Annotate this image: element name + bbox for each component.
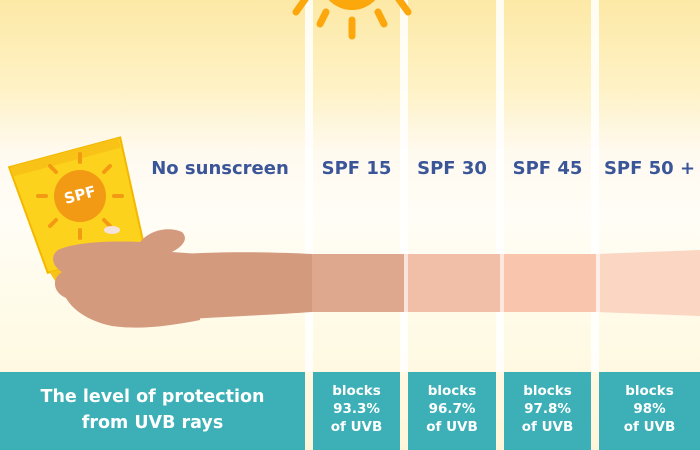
level-line1: blocks <box>427 383 477 399</box>
arm-skin-spf50 <box>596 250 700 316</box>
level-panel-spf-30: blocks 96.7% of UVB <box>408 372 496 450</box>
hand <box>53 226 200 328</box>
level-percent: 96.7% <box>428 401 476 417</box>
protection-label-line2: from UVB rays <box>81 413 224 433</box>
level-line1: blocks <box>523 383 572 399</box>
level-line3: of UVB <box>330 419 383 435</box>
level-percent: 98% <box>633 401 666 417</box>
column-divider <box>305 0 313 372</box>
header-spf-15: SPF 15 <box>321 158 392 179</box>
level-line3: of UVB <box>426 419 478 435</box>
level-panel-spf-45: blocks 97.8% of UVB <box>504 372 591 450</box>
sun-icon <box>292 0 412 40</box>
protection-label-line1: The level of protection <box>40 387 265 407</box>
arm-skin-spf15 <box>312 254 404 312</box>
arm-skin-spf45 <box>500 254 596 312</box>
level-line3: of UVB <box>623 419 676 435</box>
column-divider <box>400 0 408 372</box>
sunscreen-sun-icon <box>36 152 124 240</box>
protection-label-text: The level of protection from UVB rays <box>0 384 305 436</box>
level-percent: 97.8% <box>524 401 571 417</box>
level-panel-spf-15: blocks 93.3% of UVB <box>313 372 400 450</box>
column-divider <box>591 0 599 372</box>
level-line1: blocks <box>332 383 381 399</box>
level-line1: blocks <box>625 383 674 399</box>
header-spf-30: SPF 30 <box>417 158 487 179</box>
header-spf-45: SPF 45 <box>512 158 583 179</box>
header-no-sunscreen: No sunscreen <box>151 158 289 179</box>
level-line3: of UVB <box>521 419 574 435</box>
level-percent: 93.3% <box>333 401 380 417</box>
level-panel-spf-50-plus: blocks 98% of UVB <box>599 372 700 450</box>
header-spf-50-plus: SPF 50 + <box>603 158 696 179</box>
protection-label-panel: The level of protection from UVB rays <box>0 372 305 450</box>
arm-skin-spf30 <box>404 254 500 312</box>
column-divider <box>496 0 504 372</box>
